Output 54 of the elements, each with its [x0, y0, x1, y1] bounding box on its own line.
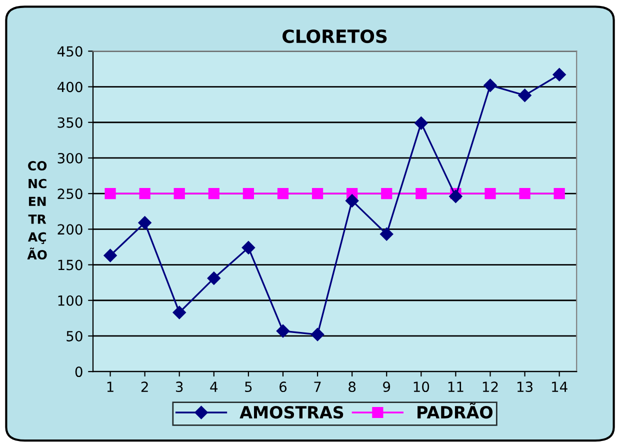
y-tick-label: 300 — [58, 152, 82, 164]
point — [208, 188, 220, 200]
point — [312, 188, 324, 200]
point — [381, 188, 392, 200]
y-tick-label: 0 — [75, 366, 82, 378]
x-tick-label: 1 — [107, 382, 114, 392]
y-tick-label: 450 — [57, 46, 82, 57]
point — [242, 188, 254, 200]
chart-title: CLORETOS — [282, 29, 387, 44]
y-tick-label: 350 — [58, 117, 82, 128]
x-tick-label: 14 — [552, 382, 568, 392]
point — [554, 188, 565, 200]
x-tick-label: 8 — [348, 382, 356, 392]
legend-label: AMOSTRAS — [240, 406, 344, 419]
point — [104, 188, 116, 200]
legend-label: PADRÃO — [418, 402, 493, 419]
y-tick-label: 400 — [57, 82, 82, 92]
x-tick-label: 2 — [141, 382, 148, 392]
point — [207, 272, 220, 285]
point — [276, 324, 290, 338]
x-tick-label: 6 — [280, 382, 287, 392]
point — [484, 188, 496, 200]
point — [449, 190, 462, 204]
point — [139, 188, 150, 200]
point — [277, 188, 289, 200]
y-tick-label: 50 — [66, 330, 82, 342]
y-tick-label: 150 — [58, 260, 82, 270]
point — [104, 248, 117, 262]
point — [518, 88, 532, 102]
x-tick-label: 10 — [414, 382, 430, 392]
x-tick-label: 9 — [383, 382, 390, 392]
point — [484, 78, 497, 92]
y-tick-label: 250 — [58, 188, 82, 200]
point — [414, 116, 428, 130]
point — [172, 306, 186, 320]
x-tick-label: 4 — [210, 382, 218, 392]
x-tick-label: 13 — [517, 382, 533, 392]
point — [310, 328, 324, 342]
point — [174, 188, 185, 200]
y-tick-label: 200 — [58, 224, 82, 235]
x-tick-label: 3 — [176, 382, 183, 392]
point — [345, 194, 359, 208]
point — [242, 241, 256, 254]
x-tick-label: 11 — [448, 382, 464, 392]
x-tick-label: 5 — [245, 382, 252, 392]
point — [519, 188, 530, 200]
x-tick-label: 7 — [314, 382, 321, 392]
y-axis-title: CO NC EN TR AÇ ÃO — [27, 161, 47, 260]
point — [380, 228, 394, 241]
point — [552, 68, 566, 82]
y-tick-label: 100 — [58, 295, 82, 306]
point — [138, 216, 152, 230]
point — [416, 188, 427, 200]
x-tick-label: 12 — [482, 382, 498, 392]
